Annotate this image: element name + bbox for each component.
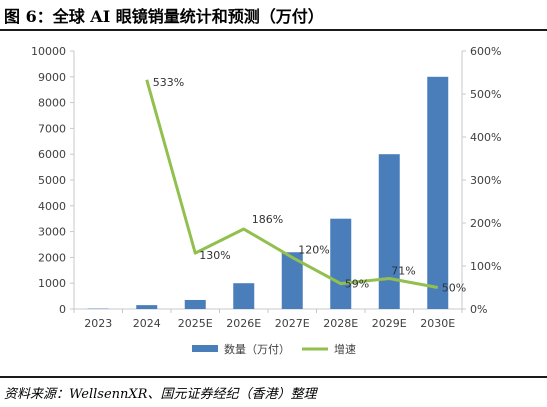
y-left-tick-label: 4000 [38,200,66,213]
x-tick-label: 2028E [323,317,358,330]
bar-series [87,76,449,309]
x-tick-label: 2027E [275,317,310,330]
x-tick-label: 2025E [178,317,213,330]
y-left-tick-label: 5000 [38,174,66,187]
y-left-tick-label: 3000 [38,226,66,239]
title-rule [0,29,547,31]
y-right-tick-label: 300% [470,174,501,187]
source-note: 资料来源：WellsennXR、国元证券经纪（香港）整理 [4,387,317,402]
y-right-tick-label: 0% [470,303,487,316]
y-left-tick-label: 10000 [31,45,66,58]
y-right-tick-label: 100% [470,260,501,273]
data-labels: 533% 130% 186% 120% 59% 71% 50% [153,76,466,295]
y-left-tick-label: 6000 [38,148,66,161]
growth-data-label: 533% [153,76,184,89]
axes: 0 1000 2000 3000 4000 5000 6000 7000 8000 9000 100… [31,45,501,330]
y-left-tick-label: 0 [59,303,66,316]
growth-data-label: 130% [199,249,230,262]
y-right-tick-label: 200% [470,217,501,230]
growth-data-label: 50% [442,282,466,295]
chart-svg: 0 1000 2000 3000 4000 5000 6000 7000 8000 9000 100… [31,45,501,356]
y-left-tick-label: 2000 [38,251,66,264]
y-left-tick-label: 9000 [38,71,66,84]
legend: 数量（万付） 增速 [192,342,356,356]
y-right-tick-label: 400% [470,131,501,144]
bar [136,305,158,309]
chart: 0 1000 2000 3000 4000 5000 6000 7000 8000 9000 100… [0,31,547,374]
line-series [145,79,439,289]
bar [184,299,206,309]
growth-data-label: 71% [391,264,415,277]
x-tick-label: 2030E [420,317,455,330]
bar [330,218,352,309]
y-right-tick-label: 600% [470,45,501,58]
y-right-tick-label: 500% [470,88,501,101]
bar [378,154,400,309]
growth-line [145,79,439,289]
source-rule [0,376,547,378]
x-tick-label: 2024 [133,317,161,330]
legend-label-line: 增速 [334,342,356,356]
legend-label-bar: 数量（万付） [224,343,290,356]
y-left-tick-label: 7000 [38,122,66,135]
bar [281,252,303,309]
y-left-tick-label: 1000 [38,277,66,290]
x-tick-label: 2023 [84,317,112,330]
legend-swatch-bar [192,345,218,352]
y-left-tick-label: 8000 [38,97,66,110]
growth-data-label: 120% [298,243,329,256]
x-tick-label: 2026E [226,317,261,330]
x-tick-label: 2029E [372,317,407,330]
figure-title: 图 6：全球 AI 眼镜销量统计和预测（万付） [4,7,324,26]
bar [427,76,449,309]
growth-data-label: 59% [345,278,369,291]
growth-data-label: 186% [252,213,283,226]
bar [233,283,255,309]
